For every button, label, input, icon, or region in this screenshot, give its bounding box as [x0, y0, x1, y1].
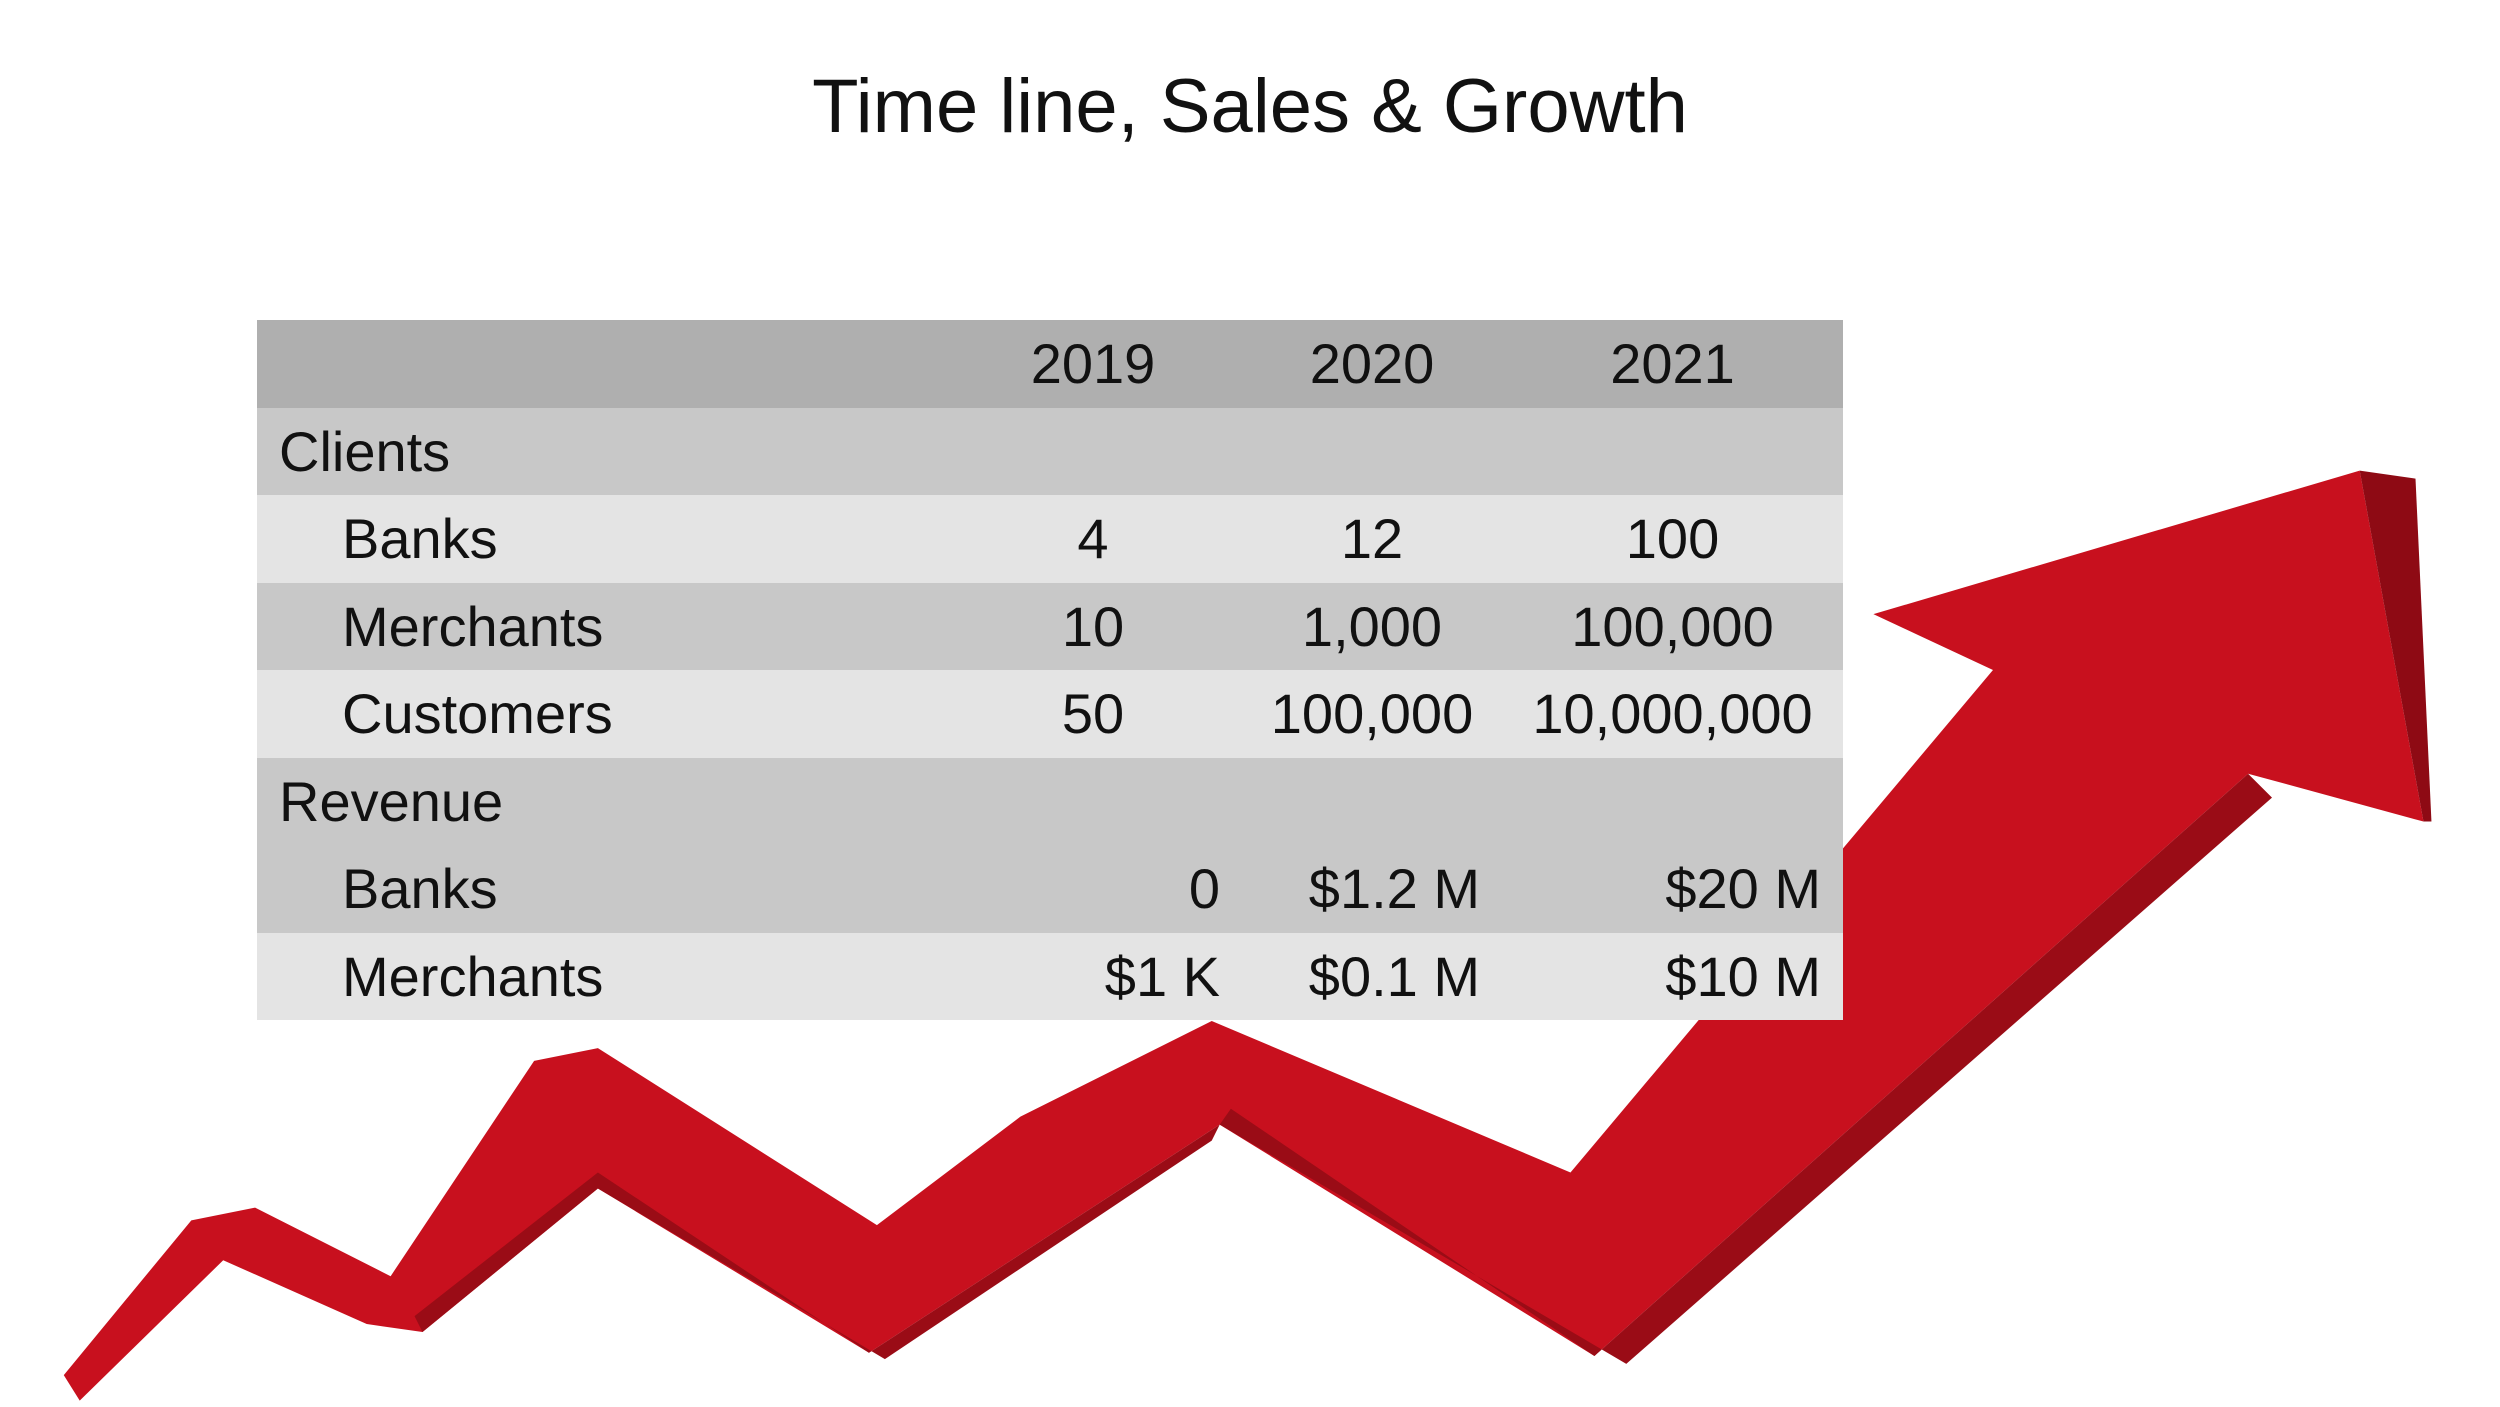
row-label: Banks — [257, 845, 944, 933]
value-cell: 0 — [944, 845, 1242, 933]
value-cell: 100,000 — [1242, 670, 1502, 758]
data-row: Merchants $1 K $0.1 M $10 M — [257, 932, 1843, 1020]
data-row: Merchants 10 1,000 100,000 — [257, 582, 1843, 670]
data-row: Banks 0 $1.2 M $20 M — [257, 845, 1843, 933]
row-label: Merchants — [257, 582, 944, 670]
value-cell: $20 M — [1502, 845, 1843, 933]
value-cell: $0.1 M — [1242, 932, 1502, 1020]
value-cell: 1,000 — [1242, 582, 1502, 670]
empty-cell — [944, 757, 1242, 845]
value-cell: $1 K — [944, 932, 1242, 1020]
section-label: Revenue — [257, 757, 944, 845]
value-cell: $1.2 M — [1242, 845, 1502, 933]
value-cell: 10,000,000 — [1502, 670, 1843, 758]
arrow-shade — [1219, 773, 2273, 1364]
data-table: 2019 2020 2021 Clients Banks 4 12 100 Merchants 1… — [257, 320, 1843, 1020]
arrow-shade — [2359, 470, 2432, 822]
data-row: Customers 50 100,000 10,000,000 — [257, 670, 1843, 758]
value-cell: 4 — [944, 495, 1242, 583]
value-cell: 12 — [1242, 495, 1502, 583]
empty-cell — [1502, 757, 1843, 845]
section-label: Clients — [257, 407, 944, 495]
arrow-body — [63, 470, 2424, 1401]
row-label: Customers — [257, 670, 944, 758]
value-cell: 10 — [944, 582, 1242, 670]
slide-title: Time line, Sales & Growth — [812, 64, 1688, 149]
empty-cell — [944, 407, 1242, 495]
column-header: 2021 — [1502, 320, 1843, 408]
empty-cell — [1242, 407, 1502, 495]
empty-cell — [1242, 757, 1502, 845]
section-row: Revenue — [257, 757, 1843, 845]
data-row: Banks 4 12 100 — [257, 495, 1843, 583]
value-cell: 100 — [1502, 495, 1843, 583]
value-cell: 50 — [944, 670, 1242, 758]
section-row: Clients — [257, 407, 1843, 495]
column-header: 2020 — [1242, 320, 1502, 408]
row-label: Banks — [257, 495, 944, 583]
column-header: 2019 — [944, 320, 1242, 408]
empty-cell — [1502, 407, 1843, 495]
corner-cell — [257, 320, 944, 408]
value-cell: $10 M — [1502, 932, 1843, 1020]
arrow-shade — [414, 1124, 1220, 1360]
header-row: 2019 2020 2021 — [257, 320, 1843, 408]
row-label: Merchants — [257, 932, 944, 1020]
value-cell: 100,000 — [1502, 582, 1843, 670]
